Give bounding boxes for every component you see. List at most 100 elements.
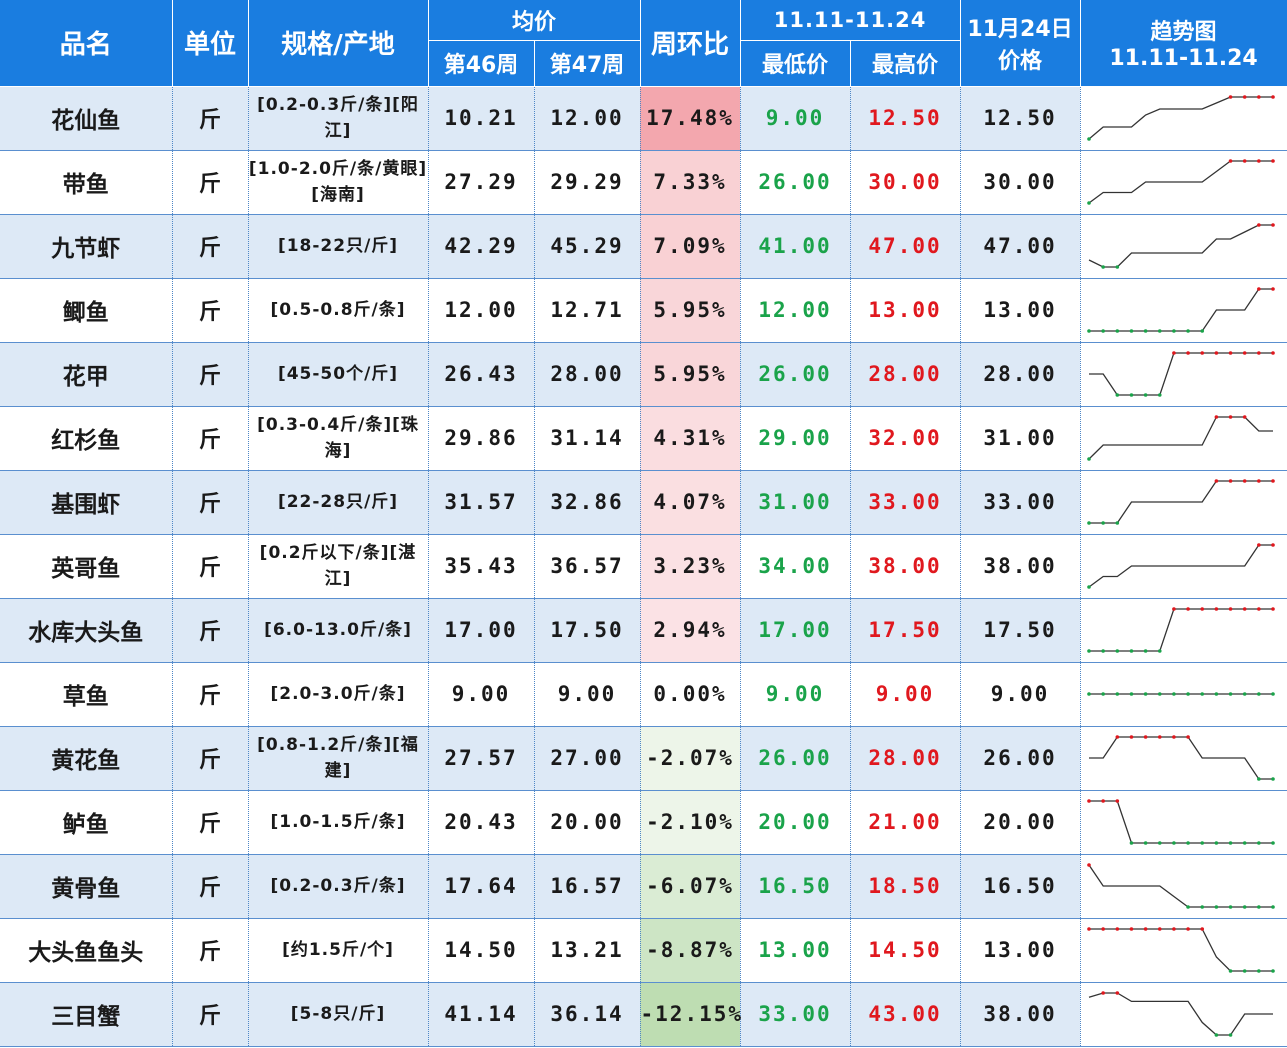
table-row: 黄花鱼斤 [0.8-1.2斤/条][福建] 27.57 27.00 -2.07% 26.0…	[0, 726, 1287, 791]
row-week47: 45.29	[534, 214, 641, 279]
header-date-line1: 11月24日	[967, 16, 1073, 42]
row-high: 47.00	[850, 214, 961, 279]
trend-min-point	[1115, 393, 1119, 397]
table-row: 九节虾斤 [18-22只/斤] 42.29 45.29 7.09% 41.00 47.00 4…	[0, 214, 1287, 279]
trend-max-point	[1242, 159, 1247, 163]
row-name: 红杉鱼	[0, 406, 173, 471]
row-unit: 斤	[172, 726, 249, 791]
row-name: 黄花鱼	[0, 726, 173, 791]
trend-min-point	[1100, 649, 1105, 653]
trend-max-point	[1157, 692, 1162, 696]
row-week47: 27.00	[534, 726, 641, 791]
trend-min-point	[1228, 905, 1232, 909]
trend-min-point	[1100, 265, 1105, 269]
row-price: 38.00	[960, 534, 1081, 599]
row-high: 28.00	[850, 342, 961, 407]
trend-max-point	[1185, 735, 1190, 739]
row-wow: 4.31%	[640, 406, 741, 471]
header-trend: 趋势图 11.11-11.24	[1080, 0, 1287, 87]
trend-max-point	[1100, 991, 1105, 995]
trend-max-point	[1270, 692, 1275, 696]
trend-max-point	[1199, 927, 1204, 931]
trend-max-point	[1171, 692, 1176, 696]
row-wow: -12.15%	[640, 982, 741, 1047]
trend-min-point	[1100, 521, 1105, 525]
trend-min-point	[1199, 841, 1204, 845]
row-low: 26.00	[740, 150, 851, 215]
row-week46: 14.50	[428, 918, 535, 983]
trend-max-point	[1185, 927, 1190, 931]
trend-line	[1088, 736, 1273, 780]
row-trend	[1080, 86, 1287, 151]
trend-min-point	[1115, 329, 1119, 333]
trend-sparkline	[1086, 95, 1275, 141]
trend-min-point	[1086, 329, 1091, 333]
row-name: 花仙鱼	[0, 86, 173, 151]
trend-max-point	[1256, 692, 1261, 696]
header-spec: 规格/产地	[248, 0, 429, 87]
row-week46: 31.57	[428, 470, 535, 535]
row-week47: 36.14	[534, 982, 641, 1047]
trend-max-point	[1086, 863, 1091, 867]
row-spec: [45-50个/斤]	[248, 342, 429, 407]
trend-line	[1088, 224, 1273, 268]
trend-min-point	[1115, 265, 1119, 269]
trend-min-point	[1086, 137, 1091, 141]
row-unit: 斤	[172, 918, 249, 983]
trend-max-point	[1143, 927, 1147, 931]
row-price: 20.00	[960, 790, 1081, 855]
trend-max-point	[1086, 692, 1091, 696]
trend-line	[1088, 160, 1273, 204]
trend-max-point	[1242, 692, 1247, 696]
row-low: 31.00	[740, 470, 851, 535]
row-week47: 31.14	[534, 406, 641, 471]
trend-max-point	[1242, 95, 1247, 99]
table-row: 英哥鱼斤 [0.2斤以下/条][湛江] 35.43 36.57 3.23% 34.00 38…	[0, 534, 1287, 599]
table-row: 花甲斤 [45-50个/斤] 26.43 28.00 5.95% 26.00 28.00 28…	[0, 342, 1287, 407]
row-high: 28.00	[850, 726, 961, 791]
trend-max-point	[1115, 799, 1119, 803]
row-week46: 10.21	[428, 86, 535, 151]
row-low: 20.00	[740, 790, 851, 855]
header-trend-line2: 11.11-11.24	[1109, 46, 1258, 72]
row-price: 12.50	[960, 86, 1081, 151]
row-high: 13.00	[850, 278, 961, 343]
row-trend	[1080, 470, 1287, 535]
trend-sparkline	[1086, 799, 1275, 845]
trend-min-point	[1143, 329, 1147, 333]
row-week47: 29.29	[534, 150, 641, 215]
trend-min-point	[1228, 841, 1232, 845]
trend-min-point	[1242, 969, 1247, 973]
trend-line	[1088, 352, 1273, 396]
trend-max-point	[1256, 223, 1261, 227]
trend-min-point	[1199, 329, 1204, 333]
row-name: 基围虾	[0, 470, 173, 535]
trend-max-point	[1256, 479, 1261, 483]
trend-min-point	[1256, 777, 1261, 781]
trend-min-point	[1171, 841, 1176, 845]
row-week46: 27.29	[428, 150, 535, 215]
trend-max-point	[1270, 159, 1275, 163]
row-week47: 28.00	[534, 342, 641, 407]
trend-min-point	[1270, 969, 1275, 973]
trend-min-point	[1086, 521, 1091, 525]
row-spec: [0.8-1.2斤/条][福建]	[248, 726, 429, 791]
trend-max-point	[1115, 735, 1119, 739]
header-week46: 第46周	[428, 40, 535, 87]
row-name: 黄骨鱼	[0, 854, 173, 919]
trend-max-point	[1228, 479, 1232, 483]
row-wow: 3.23%	[640, 534, 741, 599]
trend-min-point	[1171, 329, 1176, 333]
header-date: 11月24日 价格	[960, 0, 1081, 87]
row-low: 9.00	[740, 86, 851, 151]
header-unit: 单位	[172, 0, 249, 87]
row-price: 47.00	[960, 214, 1081, 279]
trend-max-point	[1228, 415, 1232, 419]
row-name: 带鱼	[0, 150, 173, 215]
trend-max-point	[1171, 607, 1176, 611]
trend-sparkline	[1086, 863, 1275, 909]
row-spec: [0.5-0.8斤/条]	[248, 278, 429, 343]
trend-min-point	[1157, 841, 1162, 845]
trend-sparkline	[1086, 479, 1275, 525]
trend-line	[1088, 288, 1273, 332]
